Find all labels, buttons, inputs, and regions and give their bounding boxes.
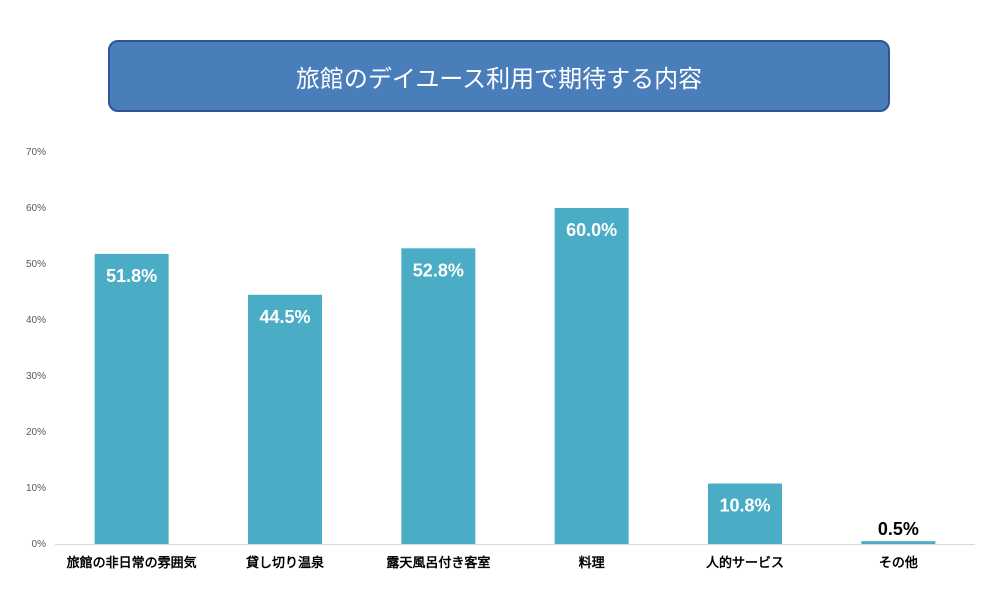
data-label: 0.5% [878, 519, 919, 539]
data-label: 51.8% [106, 266, 157, 286]
y-tick-label: 60% [26, 203, 46, 214]
bar [554, 208, 629, 544]
data-label: 44.5% [259, 307, 310, 327]
data-label: 10.8% [719, 496, 770, 516]
y-tick-label: 40% [26, 315, 46, 326]
bar [708, 483, 782, 544]
bar [248, 294, 322, 544]
bar [861, 541, 936, 544]
y-tick-label: 30% [26, 371, 46, 382]
y-tick-label: 0% [32, 539, 47, 550]
bar [401, 248, 476, 544]
y-tick-label: 10% [26, 483, 46, 494]
x-tick-label: 料理 [579, 555, 605, 571]
x-tick-label: その他 [879, 555, 918, 571]
y-tick-label: 50% [26, 259, 46, 270]
x-tick-label: 露天風呂付き客室 [386, 555, 490, 571]
bar [94, 253, 169, 545]
data-label: 60.0% [566, 220, 617, 240]
data-label: 52.8% [413, 260, 464, 280]
x-tick-label: 人的サービス [706, 555, 784, 571]
y-tick-label: 20% [26, 427, 46, 438]
y-tick-label: 70% [26, 147, 46, 158]
chart-title: 旅館のデイユース利用で期待する内容 [108, 40, 890, 112]
x-tick-label: 貸し切り温泉 [246, 555, 325, 571]
x-tick-label: 旅館の非日常の雰囲気 [67, 555, 197, 571]
